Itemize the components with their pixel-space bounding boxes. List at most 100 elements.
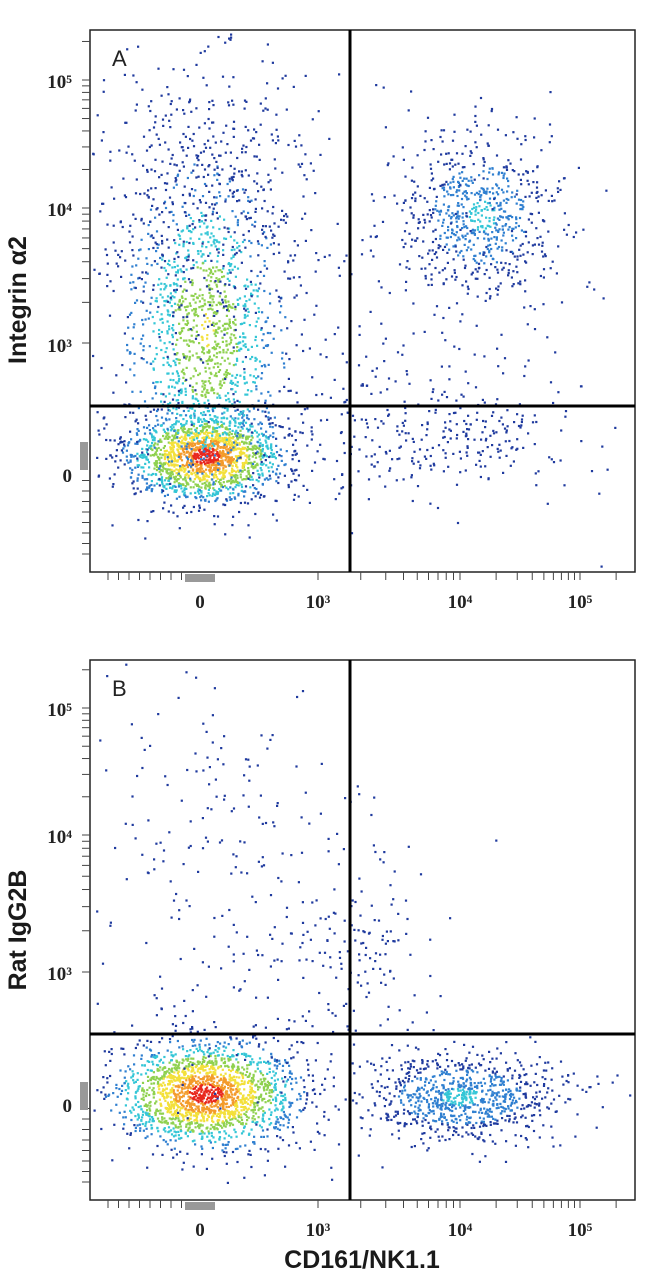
panel-a-event-dot — [178, 484, 181, 487]
panel-a-event-dot — [387, 413, 391, 416]
panel-a-event-dot — [244, 316, 247, 319]
panel-a-event-dot — [198, 225, 202, 228]
panel-a-event-dot — [147, 461, 151, 464]
panel-a-event-dot — [199, 267, 202, 270]
panel-a-event-dot — [134, 301, 137, 304]
panel-a-event-dot — [482, 419, 485, 423]
panel-a-event-dot — [200, 490, 203, 493]
panel-a-event-dot — [215, 453, 218, 456]
panel-a-event-dot — [443, 195, 446, 198]
panel-a-event-dot — [237, 417, 240, 420]
panel-a-event-dot — [225, 314, 228, 317]
panel-a-event-dot — [248, 200, 251, 203]
panel-b-event-dot — [211, 1157, 214, 1160]
panel-a-event-dot — [593, 288, 596, 291]
panel-a-event-dot — [478, 459, 481, 462]
panel-b-event-dot — [246, 1108, 249, 1111]
panel-a-event-dot — [266, 447, 270, 450]
panel-a-event-dot — [210, 445, 213, 448]
panel-a-event-dot — [246, 437, 249, 440]
panel-a-event-dot — [202, 76, 205, 79]
panel-a-event-dot — [458, 450, 461, 453]
panel-a-event-dot — [293, 240, 296, 243]
panel-a-event-dot — [234, 336, 237, 340]
panel-a-event-dot — [211, 184, 214, 187]
panel-a-event-dot — [193, 422, 196, 425]
panel-a-event-dot — [212, 483, 215, 486]
panel-a-event-dot — [174, 332, 177, 335]
panel-a-event-dot — [455, 152, 459, 155]
panel-a-event-dot — [426, 421, 429, 424]
panel-a-event-dot — [492, 258, 495, 261]
panel-a-event-dot — [136, 465, 140, 468]
panel-a-event-dot — [214, 440, 217, 443]
panel-a-event-dot — [253, 381, 256, 384]
panel-a-event-dot — [429, 502, 432, 505]
panel-a-event-dot — [139, 342, 142, 345]
panel-a-event-dot — [227, 455, 230, 459]
panel-a-event-dot — [449, 420, 452, 423]
panel-a-event-dot — [582, 228, 585, 231]
panel-a-event-dot — [243, 452, 246, 455]
panel-b-event-dot — [217, 1121, 220, 1125]
panel-a-event-dot — [172, 451, 175, 454]
panel-a-event-dot — [134, 420, 137, 423]
panel-a-event-dot — [148, 129, 151, 132]
panel-a-event-dot — [241, 427, 244, 430]
panel-a-event-dot — [269, 447, 272, 450]
panel-a-event-dot — [241, 412, 244, 415]
panel-a-event-dot — [257, 310, 261, 313]
panel-a-event-dot — [223, 436, 226, 440]
panel-a-event-dot — [510, 276, 513, 279]
panel-a-event-dot — [212, 474, 215, 477]
panel-a-event-dot — [278, 472, 282, 475]
panel-a-event-dot — [151, 472, 154, 476]
panel-a-event-dot — [186, 460, 189, 463]
panel-a-event-dot — [228, 85, 231, 88]
panel-a-event-dot — [501, 225, 504, 228]
panel-a-event-dot — [152, 381, 155, 384]
panel-a-event-dot — [190, 171, 193, 174]
panel-a-event-dot — [194, 389, 197, 392]
panel-a-event-dot — [185, 511, 188, 514]
panel-a-event-dot — [227, 104, 231, 107]
panel-a-event-dot — [486, 247, 489, 251]
panel-a-event-dot — [269, 422, 272, 425]
panel-a-event-dot — [105, 457, 108, 460]
panel-a-event-dot — [280, 305, 283, 308]
panel-a-event-dot — [211, 272, 215, 275]
panel-a-event-dot — [398, 457, 401, 460]
panel-a-event-dot — [187, 312, 190, 315]
panel-a-event-dot — [491, 231, 494, 234]
panel-a-event-dot — [182, 353, 185, 356]
panel-a-event-dot — [486, 446, 489, 449]
panel-a-event-dot — [194, 226, 197, 229]
panel-a-event-dot — [136, 487, 139, 490]
panel-a-event-dot — [243, 377, 246, 380]
panel-a-event-dot — [197, 488, 200, 491]
panel-a-event-dot — [223, 446, 226, 449]
panel-a-event-dot — [154, 357, 157, 360]
panel-a-event-dot — [515, 116, 518, 119]
panel-a-event-dot — [228, 318, 231, 321]
panel-a-event-dot — [166, 313, 170, 316]
panel-a-event-dot — [477, 218, 480, 221]
panel-a-event-dot — [277, 464, 280, 467]
panel-a-event-dot — [202, 448, 205, 451]
panel-a-event-dot — [210, 389, 213, 392]
panel-a-event-dot — [179, 308, 182, 311]
panel-a-event-dot — [213, 523, 216, 526]
panel-a-event-dot — [234, 305, 237, 308]
panel-a-event-dot — [209, 294, 212, 297]
panel-a-event-dot — [219, 292, 222, 295]
panel-a-event-dot — [303, 408, 306, 411]
panel-a-event-dot — [170, 461, 173, 464]
panel-a-event-dot — [488, 191, 491, 194]
panel-a-event-dot — [182, 132, 185, 136]
panel-a-event-dot — [212, 324, 216, 327]
panel-a-event-dot — [178, 377, 181, 380]
panel-a-event-dot — [442, 248, 445, 251]
panel-a-event-dot — [195, 352, 198, 355]
panel-a-event-dot — [255, 388, 258, 391]
panel-a-event-dot — [224, 377, 227, 381]
